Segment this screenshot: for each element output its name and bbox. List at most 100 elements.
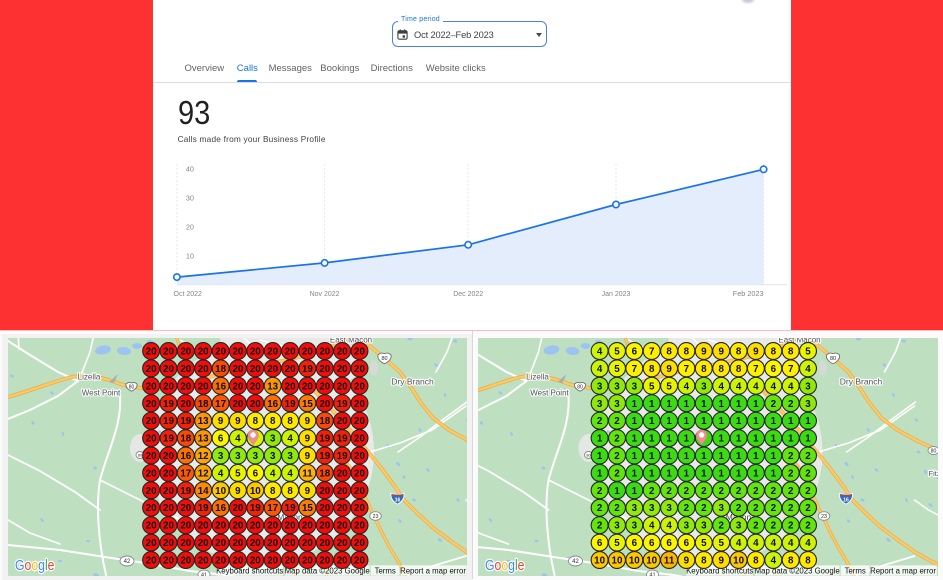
svg-text:20: 20 [250,521,261,532]
svg-text:1: 1 [736,468,742,479]
svg-text:20: 20 [232,521,243,532]
svg-text:1: 1 [718,434,724,445]
svg-text:20: 20 [250,347,261,358]
svg-text:2: 2 [771,486,777,497]
svg-text:5: 5 [666,381,672,392]
svg-text:20: 20 [163,521,174,532]
svg-text:4: 4 [287,468,293,479]
svg-text:16: 16 [843,497,849,503]
svg-text:5: 5 [614,538,620,549]
svg-text:18: 18 [198,399,209,410]
svg-text:23: 23 [821,514,827,520]
svg-text:20: 20 [250,556,261,567]
svg-text:80: 80 [577,384,583,390]
svg-text:2: 2 [753,503,759,514]
svg-text:6: 6 [597,538,603,549]
svg-text:Nov 2022: Nov 2022 [310,291,340,298]
svg-text:20: 20 [146,451,157,462]
svg-text:20: 20 [337,556,348,567]
svg-text:1: 1 [718,468,724,479]
svg-text:2: 2 [684,503,690,514]
svg-text:10: 10 [186,252,194,261]
svg-text:3: 3 [649,503,655,514]
svg-text:4: 4 [771,556,777,567]
svg-text:4: 4 [736,538,742,549]
svg-text:2: 2 [597,521,603,532]
svg-text:2: 2 [614,468,620,479]
svg-text:4: 4 [753,381,759,392]
svg-text:1: 1 [753,451,759,462]
svg-text:4: 4 [718,381,724,392]
svg-text:4: 4 [235,434,241,445]
svg-text:1: 1 [632,468,638,479]
svg-text:16: 16 [215,381,226,392]
svg-text:16: 16 [267,399,278,410]
svg-text:3: 3 [701,521,707,532]
svg-text:19: 19 [337,434,348,445]
svg-text:10: 10 [629,556,640,567]
svg-text:20: 20 [215,521,226,532]
svg-text:4: 4 [771,381,777,392]
svg-text:20: 20 [285,538,296,549]
svg-text:20: 20 [198,556,209,567]
svg-text:20: 20 [146,399,157,410]
svg-text:20: 20 [163,468,174,479]
svg-text:15: 15 [302,399,313,410]
svg-text:20: 20 [146,364,157,375]
svg-text:9: 9 [718,556,724,567]
svg-text:20: 20 [198,381,209,392]
svg-text:1: 1 [753,416,759,427]
svg-text:1: 1 [649,416,655,427]
svg-text:20: 20 [285,347,296,358]
svg-text:2: 2 [805,468,811,479]
svg-text:Terms: Terms [845,566,866,575]
svg-text:30: 30 [186,194,194,203]
svg-text:1: 1 [736,434,742,445]
svg-text:9: 9 [701,347,707,358]
svg-text:19: 19 [163,416,174,427]
svg-text:20: 20 [163,486,174,497]
svg-text:9: 9 [305,451,311,462]
svg-text:20: 20 [354,468,365,479]
svg-text:20: 20 [180,399,191,410]
svg-text:6: 6 [253,468,259,479]
svg-text:2: 2 [788,399,794,410]
svg-text:2: 2 [614,434,620,445]
svg-text:1: 1 [736,399,742,410]
svg-text:12: 12 [198,451,209,462]
svg-text:80: 80 [586,453,590,457]
svg-text:16: 16 [180,451,191,462]
svg-text:20: 20 [302,347,313,358]
svg-text:Keyboard shortcuts: Keyboard shortcuts [686,566,753,575]
svg-text:20: 20 [232,347,243,358]
svg-text:6: 6 [684,538,690,549]
svg-text:20: 20 [337,521,348,532]
svg-text:20: 20 [354,521,365,532]
svg-text:20: 20 [186,223,194,232]
svg-text:Dry Branch: Dry Branch [391,377,434,387]
svg-text:5: 5 [235,468,241,479]
svg-text:20: 20 [232,364,243,375]
svg-text:18: 18 [180,434,191,445]
svg-text:1: 1 [666,416,672,427]
svg-text:3: 3 [597,399,603,410]
svg-text:3: 3 [736,521,742,532]
svg-text:13: 13 [198,434,209,445]
svg-text:2: 2 [788,451,794,462]
svg-text:2: 2 [701,503,707,514]
svg-text:20: 20 [250,364,261,375]
svg-text:9: 9 [753,347,759,358]
svg-text:Report a map error: Report a map error [400,566,466,575]
svg-text:1: 1 [771,416,777,427]
svg-text:19: 19 [250,503,261,514]
svg-text:8: 8 [771,347,777,358]
svg-text:20: 20 [285,556,296,567]
svg-text:20: 20 [215,538,226,549]
svg-text:10: 10 [594,556,605,567]
svg-text:20: 20 [302,381,313,392]
svg-text:4: 4 [788,538,794,549]
svg-text:19: 19 [180,486,191,497]
svg-text:2: 2 [614,416,620,427]
svg-text:3: 3 [632,503,638,514]
svg-text:20: 20 [163,503,174,514]
